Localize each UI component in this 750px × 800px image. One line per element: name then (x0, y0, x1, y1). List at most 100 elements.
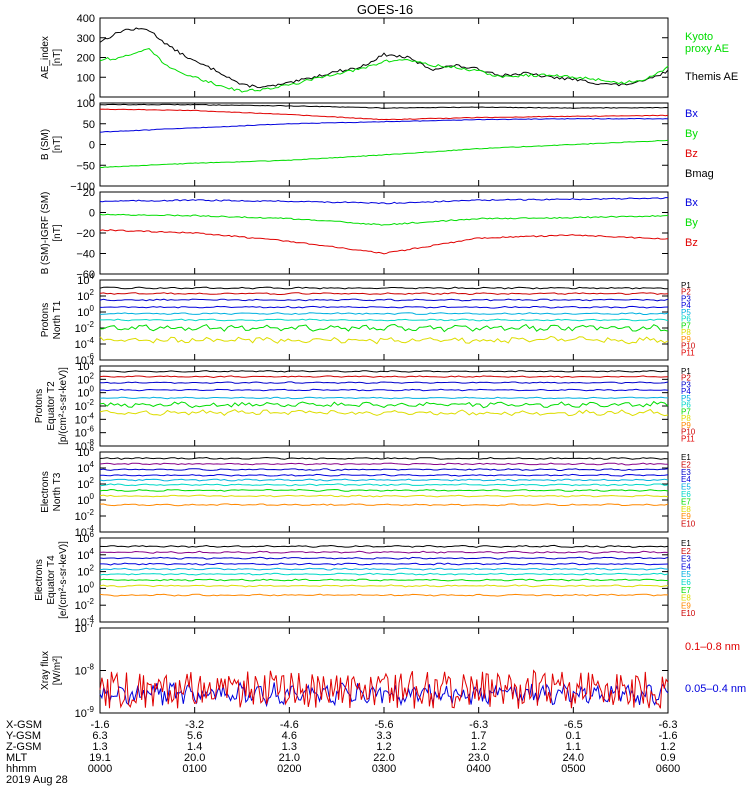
ephemeris-value: 1.3 (282, 741, 297, 753)
legend-entry: Kyoto (685, 31, 713, 43)
channel-label: P8 (681, 328, 691, 337)
series-line (99, 462, 669, 466)
ephemeris-value: 1.2 (471, 741, 486, 753)
ephemeris-value: 3.3 (376, 730, 391, 742)
ephemeris-value: 0500 (561, 763, 585, 775)
channel-label: E1 (681, 539, 691, 548)
channel-label: E3 (681, 555, 691, 564)
series-line (99, 323, 669, 333)
ephemeris-value: 1.4 (187, 741, 202, 753)
y-tick-label: 200 (77, 53, 95, 65)
series-line (100, 562, 669, 566)
ephemeris-value: 0000 (88, 763, 112, 775)
series-line (99, 197, 668, 205)
y-tick-label: 100 (77, 492, 94, 507)
channel-label: E9 (681, 512, 691, 521)
y-tick-exponent: 6 (90, 444, 95, 453)
legend-entry: Bmag (685, 168, 714, 180)
channel-label: E4 (681, 562, 691, 571)
channel-label: E1 (681, 453, 691, 462)
series-line (99, 681, 669, 708)
y-tick-label: 0 (89, 140, 95, 152)
ephemeris-value: 0200 (277, 763, 301, 775)
channel-label: E9 (681, 601, 691, 610)
channel-label: P7 (681, 321, 691, 330)
y-tick-label: 102 (77, 476, 94, 491)
legend-entry: Bx (685, 197, 698, 209)
panel-frame (99, 17, 669, 98)
y-tick-exponent: -6 (87, 352, 95, 361)
y-tick-label: 300 (77, 33, 95, 45)
series-line (99, 27, 669, 89)
legend-entry: Bz (685, 237, 698, 249)
channel-label: E2 (681, 460, 691, 469)
legend-entry: 0.05–0.4 nm (685, 683, 746, 695)
y-tick-label: −100 (70, 181, 95, 193)
y-tick-exponent: 2 (90, 476, 95, 485)
series-line (99, 229, 669, 255)
series-line (99, 567, 669, 571)
y-tick-label: −20 (76, 228, 95, 240)
y-tick-label: 100 (77, 304, 94, 319)
series-line (99, 286, 668, 290)
channel-label: P11 (681, 348, 695, 357)
y-tick-exponent: -6 (87, 425, 95, 434)
series-line (99, 408, 669, 417)
legend-entry: Bz (685, 148, 698, 160)
series-line (99, 494, 669, 498)
ephemeris-value: 0.9 (660, 752, 675, 764)
series-line (99, 468, 669, 472)
channel-label: E4 (681, 475, 691, 484)
y-tick-exponent: -2 (87, 597, 95, 606)
y-axis-label: B (SM)-IGRF (SM) (40, 192, 51, 275)
y-tick-exponent: -4 (87, 411, 95, 420)
y-axis-label: North T1 (52, 300, 63, 339)
y-tick-exponent: 2 (90, 288, 95, 297)
ephemeris-value: 21.0 (279, 752, 300, 764)
y-tick-exponent: -4 (87, 614, 95, 623)
ephemeris-row-label: Z-GSM (6, 741, 41, 753)
y-tick-label: 10-2 (75, 597, 95, 612)
ephemeris-value: -3.2 (185, 719, 204, 731)
channel-label: P11 (681, 434, 695, 443)
y-tick-exponent: 0 (90, 492, 95, 501)
y-tick-label: 102 (77, 564, 94, 579)
panel-frame (99, 627, 669, 714)
ephemeris-row-label: MLT (6, 752, 27, 764)
channel-label: E6 (681, 490, 691, 499)
channel-label: E10 (681, 520, 696, 529)
y-tick-exponent: -8 (87, 663, 95, 672)
y-axis-label: [p/(cm²-s-sr-keV)] (58, 367, 69, 445)
legend-entry: 0.1–0.8 nm (685, 641, 740, 653)
ephemeris-value: 5.6 (187, 730, 202, 742)
series-line (99, 584, 669, 588)
series-line (99, 550, 669, 554)
panel-7: 10-7 10-8 10-9 Xray flux [W/m²] 0.1–0.8 nm 0.0… (40, 620, 746, 720)
legend-entry: Themis AE (685, 71, 738, 83)
y-axis-label: Xray flux (40, 651, 51, 690)
channel-label: P4 (681, 387, 691, 396)
y-axis-label: North T3 (52, 472, 63, 511)
series-line (99, 456, 669, 460)
y-axis-label: Equator T2 (46, 381, 57, 431)
y-tick-exponent: 4 (90, 460, 95, 469)
ephemeris-value: 0100 (182, 763, 206, 775)
y-tick-exponent: -2 (87, 508, 95, 517)
legend-entry: By (685, 128, 698, 140)
y-tick-label: 0 (89, 92, 95, 104)
ephemeris-value: 23.0 (468, 752, 489, 764)
legend-entry: Bx (685, 108, 698, 120)
ephemeris-value: 1.2 (376, 741, 391, 753)
y-tick-exponent: -2 (87, 398, 95, 407)
series-line (99, 117, 669, 133)
series-line (99, 312, 669, 315)
channel-label: P3 (681, 380, 691, 389)
y-tick-label: 400 (77, 13, 95, 25)
y-tick-label: −50 (76, 160, 95, 172)
y-tick-exponent: -9 (87, 705, 95, 714)
channel-label: P5 (681, 308, 691, 317)
ephemeris-row-label: Y-GSM (6, 730, 41, 742)
